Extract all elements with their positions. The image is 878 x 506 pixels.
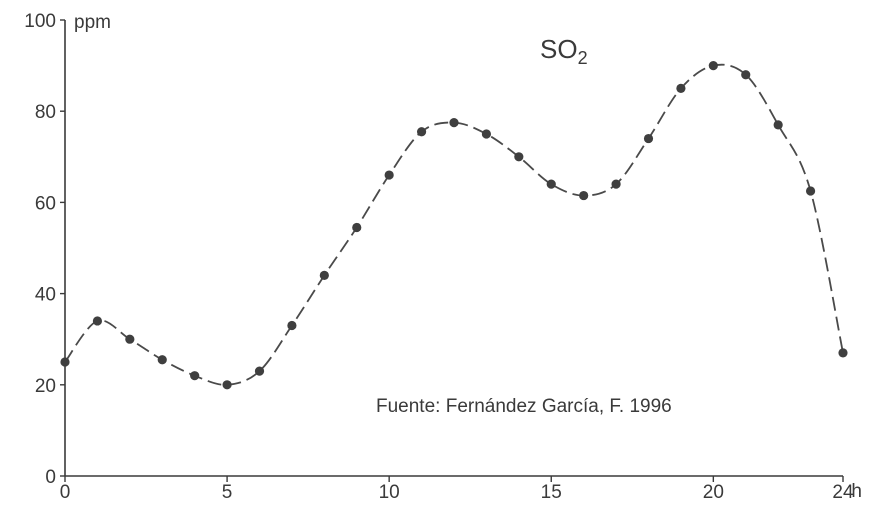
source-annotation: Fuente: Fernández García, F. 1996 — [376, 396, 672, 417]
chart-title: SO2 — [540, 34, 588, 68]
data-point-h1 — [92, 316, 103, 326]
series-line-so2 — [64, 63, 844, 386]
data-point-h6 — [254, 366, 265, 376]
title-subscript: 2 — [578, 48, 588, 68]
y-unit-label: ppm — [74, 12, 111, 33]
data-point-h3 — [157, 355, 167, 365]
data-point-h15 — [546, 179, 556, 189]
data-point-h23 — [805, 186, 816, 196]
data-point-h22 — [773, 120, 783, 130]
data-point-h17 — [611, 179, 621, 189]
data-point-h16 — [579, 190, 589, 201]
title-main: SO — [540, 34, 578, 64]
data-points — [60, 61, 848, 390]
x-tick-label-0: 0 — [60, 482, 71, 503]
x-tick-label-20: 20 — [703, 482, 724, 503]
y-tick-label-0: 0 — [45, 467, 56, 488]
x-tick-label-15: 15 — [541, 482, 562, 503]
y-tick-label-40: 40 — [35, 285, 56, 306]
data-point-h9 — [352, 222, 362, 233]
data-point-h18 — [643, 133, 654, 144]
data-point-h7 — [287, 320, 297, 331]
data-point-h5 — [222, 380, 232, 390]
y-tick-label-80: 80 — [35, 102, 56, 123]
data-point-h2 — [125, 334, 135, 344]
data-point-h11 — [416, 127, 427, 137]
data-point-h13 — [481, 129, 492, 139]
x-unit-label: h — [851, 481, 862, 502]
data-point-h14 — [514, 152, 524, 162]
data-point-h10 — [384, 170, 394, 180]
data-point-h0 — [60, 357, 70, 367]
data-point-h8 — [319, 270, 329, 280]
y-tick-label-20: 20 — [35, 376, 56, 397]
data-point-h12 — [449, 118, 459, 128]
data-point-h4 — [190, 371, 200, 381]
y-tick-label-60: 60 — [35, 193, 56, 214]
data-point-h20 — [708, 61, 718, 71]
data-point-h19 — [676, 83, 686, 93]
x-tick-label-5: 5 — [222, 482, 233, 503]
x-tick-label-10: 10 — [379, 482, 400, 503]
x-ticks: 0 5 10 15 20 24 — [60, 476, 854, 503]
y-ticks: 0 20 40 60 80 100 — [24, 11, 65, 488]
x-tick-label-24: 24 — [832, 482, 854, 503]
data-point-h24 — [838, 348, 848, 358]
y-tick-label-100: 100 — [24, 11, 56, 32]
data-point-h21 — [741, 70, 751, 80]
